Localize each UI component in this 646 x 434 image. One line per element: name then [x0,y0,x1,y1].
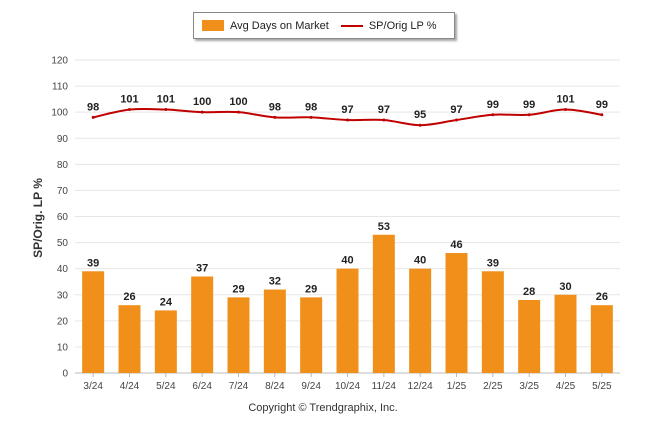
bar-data-label: 32 [269,276,281,288]
line-point [455,118,458,122]
line-data-label: 99 [596,99,608,111]
x-tick-label: 5/25 [592,381,612,392]
y-tick-label: 40 [57,264,69,275]
bar [154,310,177,373]
y-axis-label: SP/Orig. LP % [31,178,45,258]
line-point [564,108,567,112]
line-data-label: 97 [378,104,390,116]
line-data-label: 98 [305,101,317,113]
line-data-label: 97 [450,104,462,116]
line-point [527,113,531,117]
bar [336,268,359,373]
line-point [200,110,204,114]
bar [481,271,504,373]
line-data-label: 101 [120,94,138,106]
line-point [491,113,495,117]
line-point [418,123,422,127]
bar-data-label: 53 [378,221,390,233]
line-point [600,113,604,117]
bar [372,234,395,373]
line-data-label: 100 [193,96,211,108]
line-data-label: 98 [87,101,99,113]
bar-data-label: 28 [523,286,535,298]
x-tick-label: 4/25 [556,381,576,392]
bar-data-label: 46 [450,239,462,251]
legend: Avg Days on Market SP/Orig LP % [193,12,455,39]
y-tick-label: 120 [51,56,68,67]
copyright-text: Copyright © Trendgraphix, Inc. [248,402,398,414]
line-data-label: 101 [157,94,175,106]
x-tick-label: 7/24 [229,381,249,392]
line-data-label: 97 [341,104,353,116]
y-tick-label: 30 [57,290,69,301]
line-data-label: 100 [229,96,247,108]
bar-data-label: 39 [87,257,99,269]
y-tick-label: 60 [57,212,69,223]
line-point [382,118,386,122]
legend-label-days-on-market: Avg Days on Market [230,19,329,32]
x-tick-label: 2/25 [483,381,503,392]
y-tick-label: 20 [57,316,69,327]
legend-label-sp-orig-lp: SP/Orig LP % [368,19,437,32]
y-tick-label: 80 [57,160,69,171]
bar [409,268,432,373]
bar [554,294,577,373]
bar [227,297,250,373]
line-point [309,115,313,119]
bar-data-label: 29 [232,283,244,295]
line-data-label: 99 [487,99,499,111]
legend-item-sp-orig-lp: SP/Orig LP % [329,20,437,32]
bar-data-label: 40 [414,255,426,267]
bar [590,305,613,373]
line-data-label: 101 [556,94,574,106]
x-tick-label: 1/25 [447,381,467,392]
y-tick-label: 70 [57,186,69,197]
x-tick-label: 8/24 [265,381,285,392]
bar [518,299,541,373]
bar [118,305,141,373]
bar-data-label: 37 [196,262,208,274]
bar [82,271,105,373]
bar [263,289,286,373]
line-point [128,108,131,112]
x-tick-label: 6/24 [192,381,212,392]
legend-item-days-on-market: Avg Days on Market [194,20,329,32]
line-point [273,115,277,119]
y-tick-label: 0 [62,369,68,380]
x-tick-label: 9/24 [301,381,321,392]
y-tick-label: 100 [51,108,68,119]
legend-swatch-bar [202,20,224,31]
bar [300,297,323,373]
x-tick-label: 4/24 [120,381,140,392]
y-tick-label: 90 [57,134,69,145]
line-data-label: 99 [523,99,535,111]
x-tick-label: 3/25 [519,381,539,392]
bar-data-label: 24 [160,296,173,308]
bar-data-label: 40 [341,255,353,267]
y-tick-label: 50 [57,238,69,249]
line-point [91,115,95,119]
x-tick-label: 10/24 [335,381,360,392]
x-tick-label: 12/24 [408,381,433,392]
line-point [237,110,240,114]
x-tick-label: 5/24 [156,381,176,392]
line-data-label: 95 [414,109,426,121]
bar [445,253,468,373]
y-tick-label: 10 [57,342,69,353]
bar-data-label: 26 [596,291,608,303]
bar [191,276,214,373]
line-data-label: 98 [269,101,281,113]
bar-data-label: 39 [487,257,499,269]
line-point [164,108,168,112]
legend-swatch-line [340,24,363,27]
x-tick-label: 3/24 [83,381,103,392]
bar-data-label: 30 [559,281,571,293]
x-tick-label: 11/24 [372,381,397,392]
bar-data-label: 29 [305,283,317,295]
line-point [346,118,349,122]
y-tick-label: 110 [52,82,68,93]
bar-data-label: 26 [123,291,135,303]
